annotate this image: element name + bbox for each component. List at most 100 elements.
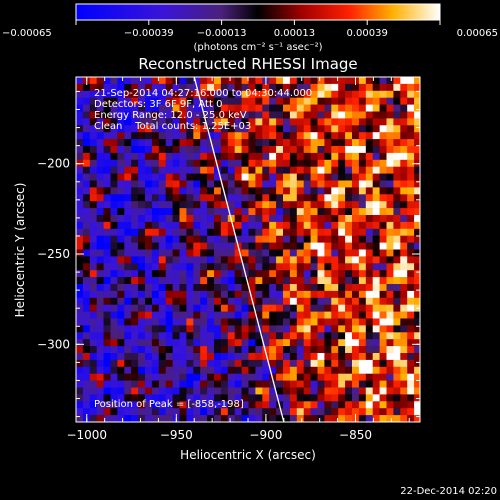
- heatmap-cell: [151, 159, 160, 167]
- heatmap-cell: [214, 325, 222, 333]
- heatmap-cell: [241, 415, 249, 422]
- heatmap-cell: [214, 277, 222, 285]
- heatmap-cell: [138, 415, 146, 422]
- heatmap-cell: [379, 194, 387, 202]
- heatmap-cell: [193, 270, 201, 278]
- heatmap-cell: [200, 373, 208, 381]
- heatmap-cell: [234, 401, 242, 409]
- heatmap-cell: [193, 208, 201, 216]
- heatmap-cell: [331, 346, 339, 354]
- heatmap-cell: [407, 249, 415, 257]
- heatmap-cell: [324, 242, 332, 250]
- heatmap-cell: [76, 346, 84, 354]
- heatmap-cell: [234, 297, 242, 305]
- heatmap-cell: [234, 332, 242, 340]
- heatmap-cell: [372, 97, 380, 105]
- heatmap-cell: [248, 90, 256, 98]
- heatmap-cell: [255, 408, 263, 416]
- heatmap-cell: [186, 290, 194, 299]
- heatmap-cell: [96, 208, 104, 216]
- heatmap-cell: [82, 228, 91, 236]
- heatmap-cell: [248, 249, 256, 257]
- heatmap-cell: [303, 318, 311, 326]
- heatmap-cell: [379, 201, 387, 209]
- heatmap-cell: [158, 194, 166, 202]
- heatmap-cell: [207, 353, 215, 361]
- heatmap-cell: [317, 359, 325, 368]
- heatmap-cell: [89, 221, 97, 230]
- heatmap-cell: [131, 215, 139, 223]
- heatmap-cell: [186, 166, 194, 174]
- heatmap-cell: [358, 187, 367, 195]
- heatmap-cell: [269, 166, 277, 174]
- heatmap-cell: [96, 97, 104, 105]
- heatmap-cell: [400, 104, 408, 112]
- heatmap-cell: [145, 304, 153, 312]
- heatmap-cell: [207, 297, 215, 305]
- heatmap-cell: [234, 118, 242, 126]
- heatmap-cell: [262, 83, 270, 92]
- heatmap-cell: [82, 353, 91, 361]
- heatmap-cell: [82, 221, 91, 230]
- heatmap-cell: [269, 242, 277, 250]
- heatmap-cell: [110, 373, 118, 381]
- heatmap-cell: [414, 311, 420, 319]
- heatmap-cell: [352, 118, 360, 126]
- heatmap-cell: [276, 104, 284, 112]
- heatmap-cell: [269, 249, 277, 257]
- heatmap-cell: [269, 118, 277, 126]
- heatmap-cell: [179, 187, 187, 195]
- heatmap-cell: [165, 270, 173, 278]
- heatmap-cell: [324, 325, 332, 333]
- heatmap-cell: [331, 304, 339, 312]
- heatmap-cell: [393, 401, 401, 409]
- heatmap-cell: [145, 159, 153, 167]
- heatmap-cell: [400, 366, 408, 374]
- heatmap-cell: [262, 270, 270, 278]
- heatmap-cell: [227, 311, 235, 319]
- heatmap-cell: [338, 104, 346, 112]
- heatmap-cell: [365, 270, 373, 278]
- heatmap-cell: [138, 290, 146, 299]
- heatmap-cell: [296, 166, 304, 174]
- heatmap-cell: [179, 228, 187, 236]
- heatmap-cell: [241, 325, 249, 333]
- heatmap-cell: [110, 277, 118, 285]
- heatmap-cell: [393, 152, 401, 161]
- heatmap-cell: [400, 346, 408, 354]
- heatmap-cell: [89, 387, 97, 395]
- heatmap-cell: [89, 380, 97, 388]
- heatmap-cell: [352, 194, 360, 202]
- heatmap-cell: [414, 228, 420, 236]
- heatmap-cell: [241, 339, 249, 347]
- heatmap-cell: [234, 166, 242, 174]
- heatmap-cell: [338, 353, 346, 361]
- heatmap-cell: [76, 339, 84, 347]
- heatmap-cell: [124, 249, 132, 257]
- heatmap-cell: [317, 125, 325, 133]
- heatmap-cell: [227, 83, 235, 92]
- heatmap-cell: [365, 284, 373, 292]
- heatmap-cell: [276, 353, 284, 361]
- heatmap-cell: [400, 146, 408, 154]
- heatmap-cell: [345, 83, 353, 92]
- heatmap-cell: [117, 277, 125, 285]
- heatmap-cell: [117, 373, 125, 381]
- heatmap-cell: [220, 277, 229, 285]
- heatmap-cell: [289, 228, 298, 236]
- heatmap-cell: [324, 249, 332, 257]
- heatmap-cell: [255, 311, 263, 319]
- heatmap-cell: [393, 228, 401, 236]
- heatmap-cell: [165, 366, 173, 374]
- heatmap-cell: [310, 256, 318, 264]
- heatmap-cell: [234, 152, 242, 161]
- heatmap-cell: [151, 304, 160, 312]
- heatmap-cell: [193, 139, 201, 147]
- heatmap-cell: [372, 187, 380, 195]
- heatmap-cell: [289, 353, 298, 361]
- heatmap-cell: [407, 104, 415, 112]
- heatmap-cell: [200, 263, 208, 271]
- heatmap-cell: [220, 215, 229, 223]
- heatmap-cell: [358, 173, 367, 181]
- heatmap-cell: [165, 125, 173, 133]
